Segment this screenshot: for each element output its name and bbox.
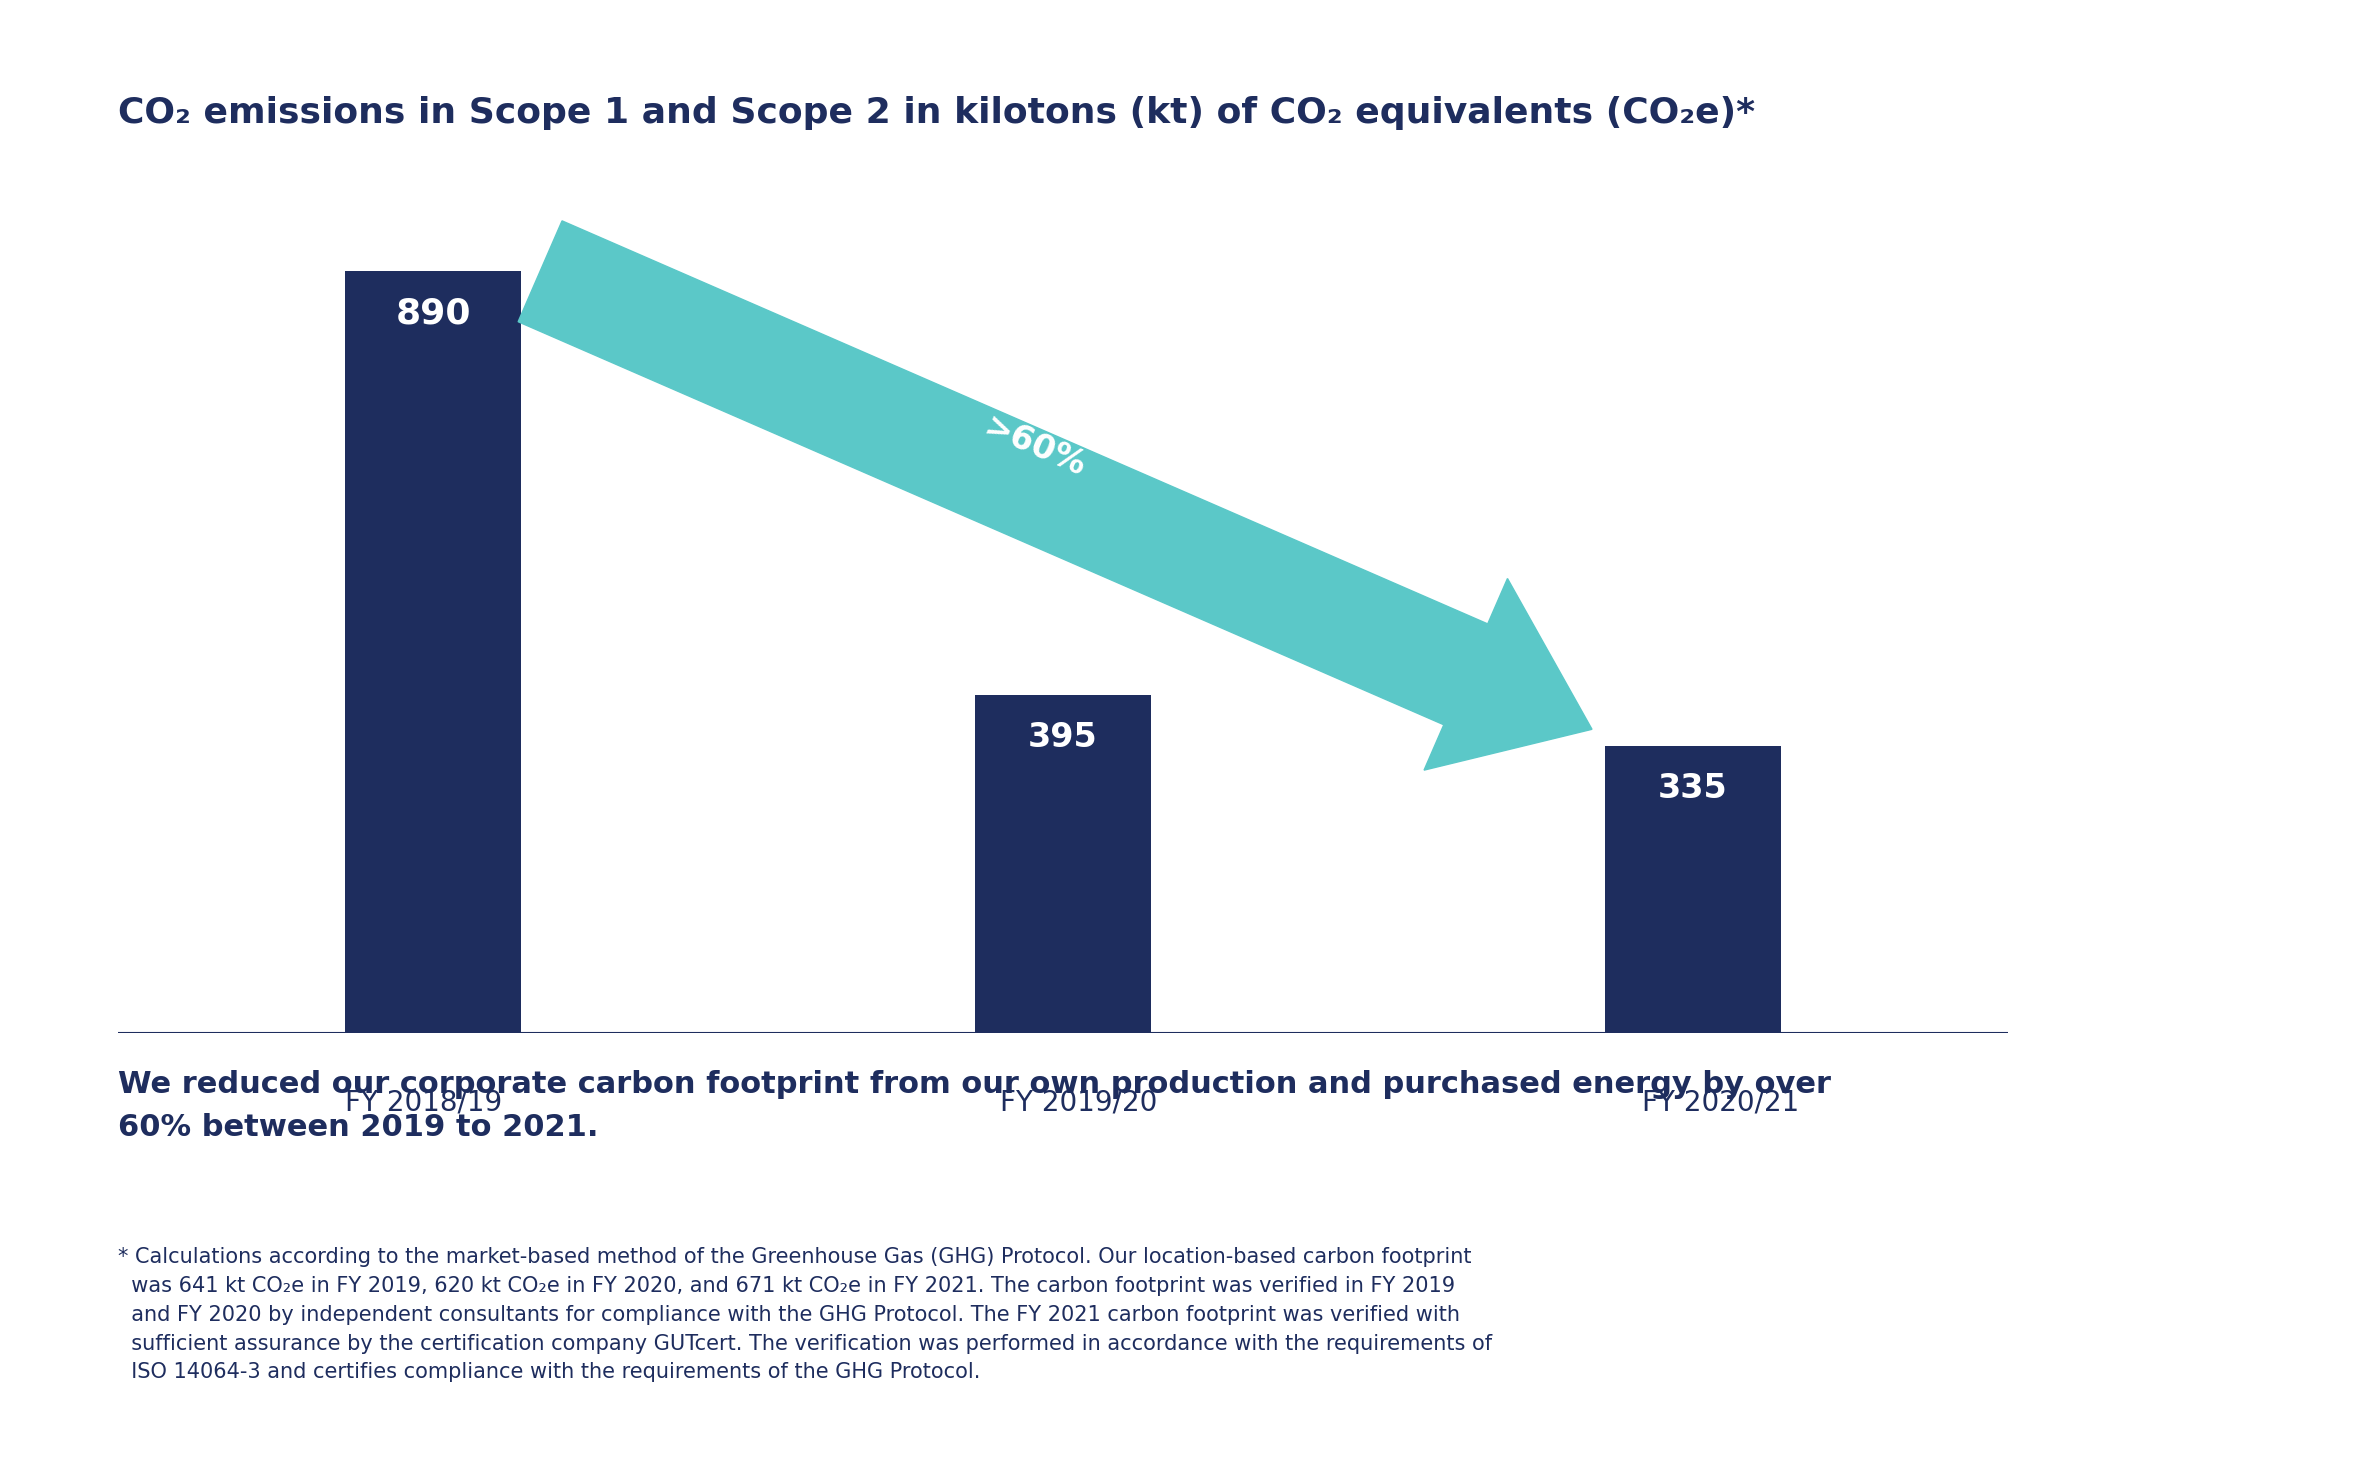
Polygon shape <box>517 221 1592 770</box>
Text: 890: 890 <box>394 297 470 331</box>
Bar <box>976 695 1150 1033</box>
Text: >60%: >60% <box>978 410 1091 484</box>
Text: FY 2018/19: FY 2018/19 <box>345 1089 503 1117</box>
Bar <box>1604 747 1781 1033</box>
Text: FY 2019/20: FY 2019/20 <box>999 1089 1157 1117</box>
Text: FY 2020/21: FY 2020/21 <box>1642 1089 1800 1117</box>
Text: CO₂ emissions in Scope 1 and Scope 2 in kilotons (kt) of CO₂ equivalents (CO₂e)*: CO₂ emissions in Scope 1 and Scope 2 in … <box>118 96 1755 130</box>
Text: We reduced our corporate carbon footprint from our own production and purchased : We reduced our corporate carbon footprin… <box>118 1070 1831 1142</box>
Bar <box>345 272 522 1033</box>
Text: * Calculations according to the market-based method of the Greenhouse Gas (GHG) : * Calculations according to the market-b… <box>118 1247 1493 1383</box>
Text: 335: 335 <box>1658 772 1727 804</box>
Text: 395: 395 <box>1027 720 1098 754</box>
